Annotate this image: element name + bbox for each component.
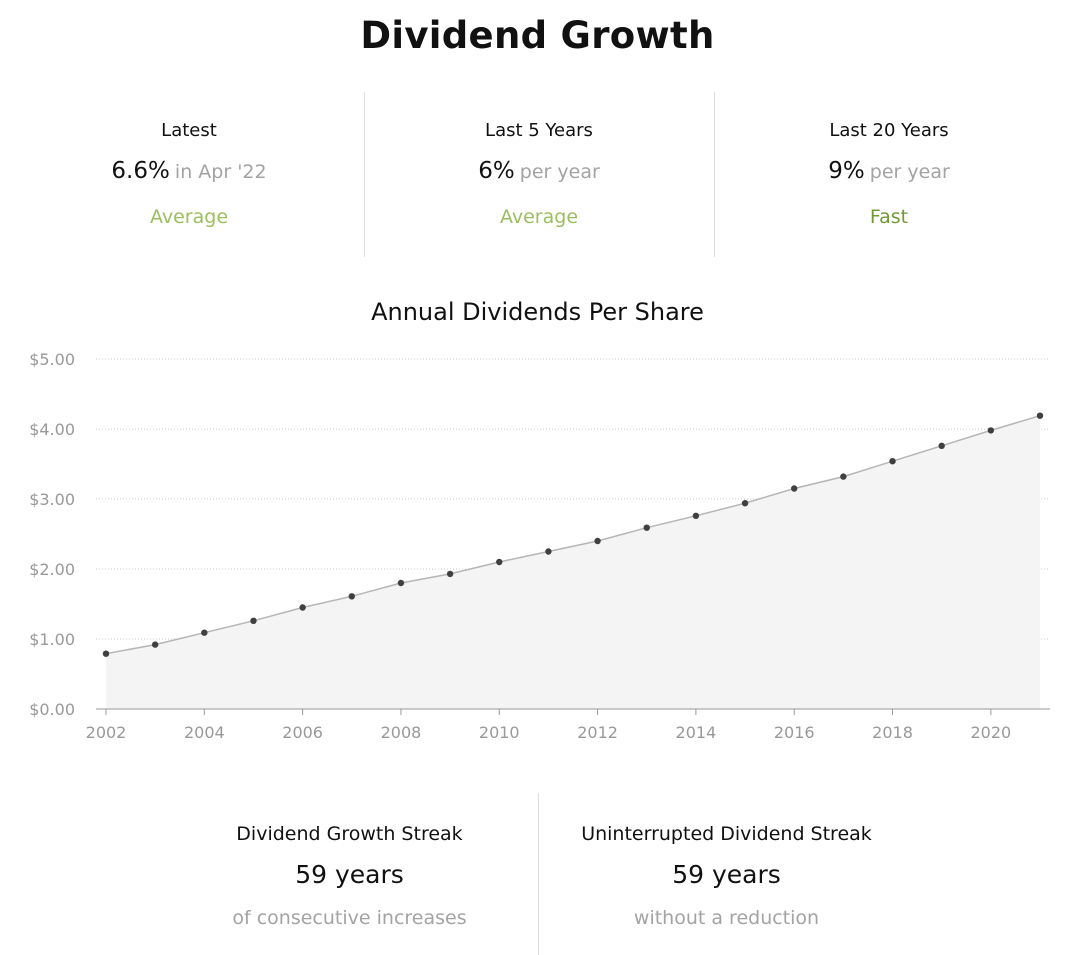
- x-tick-label: 2010: [479, 723, 520, 742]
- series-area: [106, 415, 1040, 709]
- data-point: [151, 641, 159, 648]
- stat-rating: Average: [149, 206, 229, 228]
- y-tick-label: $0.00: [29, 700, 75, 719]
- data-point: [102, 650, 110, 657]
- divider: [538, 793, 539, 955]
- stat-5-years: Last 5 Years 6% per year Average: [364, 92, 714, 257]
- data-point: [250, 617, 257, 624]
- x-tick-label: 2016: [774, 723, 815, 742]
- data-point: [643, 524, 650, 531]
- x-tick-label: 2018: [872, 723, 913, 742]
- stats-panel: Latest 6.6% in Apr '22 Average Last 5 Ye…: [14, 92, 1064, 257]
- x-tick-label: 2020: [970, 723, 1011, 742]
- streak-sub: without a reduction: [633, 907, 820, 929]
- dividend-growth-streak: Dividend Growth Streak 59 years of conse…: [162, 793, 537, 955]
- x-tick-label: 2014: [676, 723, 717, 742]
- data-point: [348, 593, 355, 600]
- data-point: [741, 500, 749, 507]
- data-point: [889, 458, 896, 465]
- x-tick-label: 2002: [86, 723, 127, 742]
- streak-label: Uninterrupted Dividend Streak: [581, 823, 872, 845]
- dividends-chart: $0.00 $1.00 $2.00 $3.00 $4.00 $5.00 2002 2004 20…: [29, 350, 1050, 742]
- stat-suffix: per year: [519, 161, 600, 183]
- chart-title: Annual Dividends Per Share: [371, 298, 704, 326]
- y-tick-label: $2.00: [29, 560, 75, 579]
- stat-label: Latest: [161, 120, 217, 141]
- stat-value: 6%: [478, 158, 515, 184]
- y-tick-label: $1.00: [29, 630, 75, 649]
- data-point: [496, 558, 503, 566]
- data-point: [201, 629, 208, 636]
- stat-suffix: in Apr '22: [174, 161, 267, 183]
- data-point: [840, 473, 847, 480]
- series-line: [105, 414, 1041, 655]
- y-tick-label: $5.00: [29, 350, 75, 369]
- x-tick-label: 2008: [381, 723, 422, 742]
- page-title: Dividend Growth: [360, 14, 715, 57]
- divider: [364, 92, 365, 257]
- streaks-panel: Dividend Growth Streak 59 years of conse…: [162, 793, 912, 955]
- streak-value: 59 years: [295, 860, 404, 889]
- data-point: [397, 579, 405, 587]
- data-point: [299, 604, 306, 611]
- data-point: [791, 485, 798, 492]
- streak-sub: of consecutive increases: [232, 907, 467, 929]
- stat-value: 6.6%: [111, 158, 170, 184]
- data-point: [545, 548, 552, 555]
- y-tick-label: $3.00: [29, 490, 75, 509]
- uninterrupted-dividend-streak: Uninterrupted Dividend Streak 59 years w…: [539, 793, 914, 955]
- streak-label: Dividend Growth Streak: [236, 823, 463, 845]
- data-point: [594, 537, 601, 545]
- stat-suffix: per year: [869, 161, 950, 183]
- stat-20-years: Last 20 Years 9% per year Fast: [714, 92, 1064, 257]
- x-tick-label: 2006: [282, 723, 323, 742]
- data-point: [938, 442, 945, 449]
- data-point: [692, 512, 700, 519]
- data-point: [446, 570, 454, 578]
- stat-label: Last 5 Years: [485, 120, 593, 141]
- stat-rating: Average: [499, 206, 579, 228]
- stat-value: 9%: [828, 158, 865, 184]
- x-tick-label: 2012: [577, 723, 618, 742]
- stat-label: Last 20 Years: [829, 120, 949, 141]
- y-tick-label: $4.00: [29, 420, 75, 439]
- streak-value: 59 years: [672, 860, 781, 889]
- stat-rating: Fast: [869, 206, 909, 228]
- stat-latest: Latest 6.6% in Apr '22 Average: [14, 92, 364, 257]
- divider: [714, 92, 715, 257]
- data-point: [987, 427, 995, 434]
- x-tick-label: 2004: [184, 723, 225, 742]
- data-point: [1036, 412, 1044, 419]
